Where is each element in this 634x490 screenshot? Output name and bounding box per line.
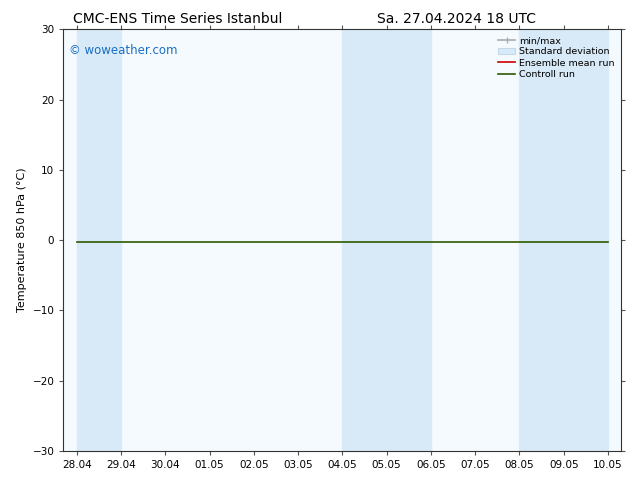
Bar <box>519 29 608 451</box>
Bar <box>77 29 121 451</box>
Text: CMC-ENS Time Series Istanbul: CMC-ENS Time Series Istanbul <box>73 12 282 26</box>
Text: Sa. 27.04.2024 18 UTC: Sa. 27.04.2024 18 UTC <box>377 12 536 26</box>
Y-axis label: Temperature 850 hPa (°C): Temperature 850 hPa (°C) <box>17 168 27 313</box>
Legend: min/max, Standard deviation, Ensemble mean run, Controll run: min/max, Standard deviation, Ensemble me… <box>496 34 617 81</box>
Bar <box>342 29 431 451</box>
Text: © woweather.com: © woweather.com <box>69 44 178 57</box>
